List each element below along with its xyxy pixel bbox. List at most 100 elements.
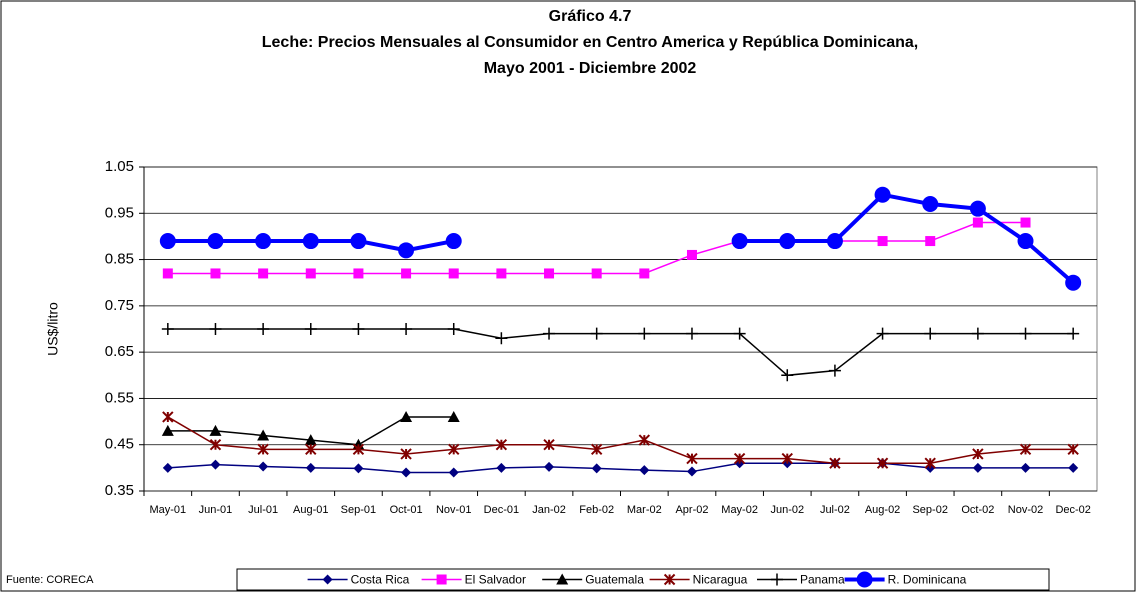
y-tick-label: 0.45 [105,436,134,453]
x-tick-label: Dec-02 [1055,504,1090,516]
y-tick-label: 0.85 [105,251,134,268]
marker [400,448,412,460]
legend-label: El Salvador [465,573,526,587]
y-tick-label: 0.95 [105,204,134,221]
marker [781,369,794,382]
marker [590,327,603,340]
marker [1065,274,1082,291]
marker [305,268,316,279]
x-tick-label: Aug-01 [293,504,328,516]
marker [257,323,270,335]
marker [210,459,221,470]
marker [1068,462,1079,473]
series-line [167,416,1074,464]
marker [925,236,936,247]
marker [209,439,222,451]
marker [972,462,983,473]
legend-label: Nicaragua [693,573,748,587]
marker [305,443,317,456]
marker [877,236,888,247]
marker [302,233,319,250]
marker [685,327,698,340]
chart-title: Mayo 2001 - Diciembre 2002 [484,60,697,77]
marker [304,434,317,446]
x-tick-label: Aug-02 [865,504,900,516]
marker [159,233,176,250]
legend-marker [322,574,333,585]
marker [162,268,173,279]
marker [447,323,460,335]
marker [781,452,793,465]
x-tick-label: Jun-02 [770,504,804,516]
marker [350,233,367,250]
x-tick-label: Sep-01 [341,504,376,516]
marker [258,268,269,279]
source-note: Fuente: CORECA [6,574,94,586]
marker [828,364,841,377]
y-tick-label: 0.75 [105,297,134,314]
x-tick-label: Apr-02 [675,504,708,516]
marker [401,467,412,478]
marker [352,443,365,456]
x-tick-label: Feb-02 [579,504,614,516]
marker [686,249,697,260]
marker [972,217,983,228]
marker [591,268,602,279]
marker [448,443,460,456]
marker [162,462,173,473]
x-tick-label: Jul-01 [248,504,278,516]
marker [544,268,555,279]
marker [686,452,698,465]
y-tick-label: 0.35 [105,482,134,499]
marker [971,327,984,340]
marker [495,332,508,345]
x-tick-label: Oct-02 [961,504,994,516]
legend-label: Costa Rica [351,573,410,587]
marker [353,268,364,279]
marker [495,439,508,451]
marker [733,327,746,340]
marker [257,429,270,441]
y-tick-label: 0.65 [105,343,134,360]
x-tick-label: May-01 [149,504,186,516]
marker [969,200,986,217]
x-tick-label: Dec-01 [484,504,519,516]
marker [590,443,603,456]
series-line [167,462,1074,474]
marker [210,268,221,279]
marker [638,327,651,340]
marker [543,439,555,451]
chart-title: Leche: Precios Mensuales al Consumidor e… [262,34,918,51]
marker [448,467,459,478]
marker [638,434,651,446]
legend-marker [556,573,569,585]
marker [447,410,460,422]
marker [496,268,507,279]
legend-label: Guatemala [585,573,644,587]
x-tick-label: Oct-01 [390,504,423,516]
marker [400,323,413,335]
legend-marker [436,574,447,585]
marker [400,410,413,422]
marker [305,462,316,473]
marker [258,461,269,472]
marker [445,233,462,250]
x-tick-label: Jun-01 [199,504,233,516]
marker [876,457,889,469]
marker [543,327,556,340]
x-tick-label: Jul-02 [820,504,850,516]
y-axis-label: US$/litro [45,302,61,356]
marker [401,268,412,279]
marker [1067,443,1079,456]
legend-label: Panama [800,573,845,587]
legend-marker [771,573,783,586]
marker [591,463,602,474]
marker [639,465,650,476]
legend-label: R. Dominicana [888,573,967,587]
marker [209,424,222,436]
x-tick-label: Mar-02 [627,504,662,516]
marker [1020,217,1031,228]
legend-marker [663,573,676,586]
marker [1017,233,1034,250]
marker [639,268,650,279]
